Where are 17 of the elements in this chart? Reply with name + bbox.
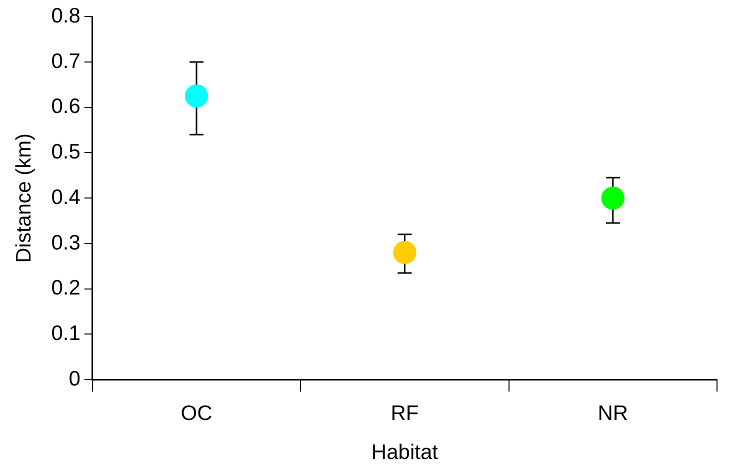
y-axis-title: Distance (km) bbox=[12, 133, 36, 263]
y-tick-label: 0.1 bbox=[51, 322, 80, 346]
y-tick-label: 0.3 bbox=[51, 231, 80, 254]
y-tick-label: 0.7 bbox=[51, 50, 80, 73]
x-tick-label: OC bbox=[180, 402, 212, 425]
point bbox=[601, 186, 624, 210]
y-tick-label: 0.5 bbox=[51, 140, 80, 164]
y-tick-label: 0.6 bbox=[51, 95, 80, 118]
x-axis-title: Habitat bbox=[371, 441, 438, 464]
y-tick-label: 0 bbox=[68, 367, 80, 390]
point bbox=[393, 241, 416, 264]
y-tick-label: 0.4 bbox=[51, 186, 81, 209]
y-tick-label: 0.2 bbox=[51, 276, 80, 300]
y-tick-label: 0.8 bbox=[51, 4, 80, 28]
x-tick-label: NR bbox=[598, 402, 628, 425]
x-tick-label: RF bbox=[390, 402, 419, 425]
point bbox=[184, 84, 208, 108]
